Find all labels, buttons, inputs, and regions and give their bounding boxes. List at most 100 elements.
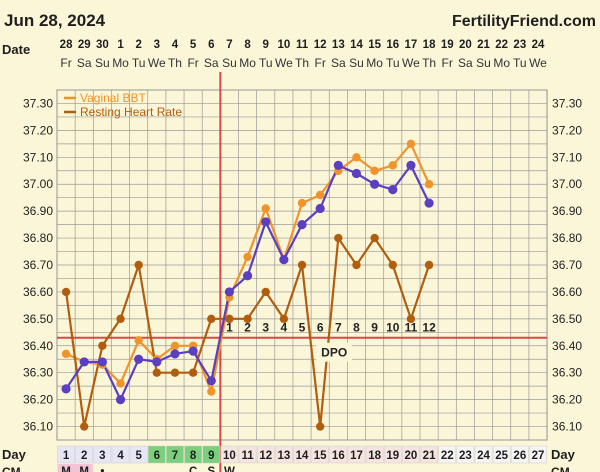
y-tick-label-right: 36.60 — [552, 285, 582, 299]
date-label: 28 — [60, 39, 73, 51]
day-number: 5 — [135, 450, 142, 462]
y-tick-label-left: 36.70 — [23, 258, 53, 272]
dpo-label: 8 — [353, 321, 360, 335]
dpo-box — [316, 342, 353, 362]
y-tick-label-right: 36.10 — [552, 420, 582, 434]
day-cell — [129, 445, 148, 464]
weekday-label: Tu — [132, 56, 146, 70]
day-cell — [93, 445, 112, 464]
data-point-resting-heart-rate — [297, 260, 307, 270]
dpo-label: 3 — [262, 321, 269, 335]
day-number: 10 — [223, 450, 236, 462]
data-point-resting-heart-rate — [334, 233, 343, 243]
y-tick-label-right: 36.30 — [552, 366, 582, 380]
weekday-label: Su — [95, 56, 110, 70]
data-point-resting-heart-rate — [370, 233, 379, 243]
day-cell — [148, 445, 166, 464]
date-label: 13 — [332, 39, 345, 51]
data-point-vaginal-bbt — [170, 341, 180, 350]
weekday-label: We — [275, 56, 293, 70]
data-point-resting-heart-rate — [261, 287, 270, 297]
weekday-label: Su — [349, 56, 364, 70]
day-number: 20 — [405, 450, 418, 462]
date-label: 12 — [314, 39, 327, 51]
weekday-label: Tu — [386, 56, 400, 70]
legend-label: Vaginal BBT — [80, 91, 146, 105]
weekday-label: Mo — [493, 56, 510, 70]
data-point-overlay — [370, 179, 380, 189]
day-cell — [329, 445, 348, 464]
y-tick-label-right: 36.20 — [552, 393, 582, 407]
day-number: 11 — [241, 450, 254, 462]
date-label: 14 — [350, 39, 363, 51]
day-number: 22 — [441, 450, 454, 462]
data-point-overlay — [388, 185, 398, 195]
y-tick-label-right: 37.10 — [552, 150, 582, 164]
y-tick-label-right: 37.20 — [552, 123, 582, 137]
date-label: 11 — [296, 39, 309, 51]
data-point-overlay — [351, 168, 362, 179]
y-tick-label-left: 36.40 — [23, 339, 53, 353]
day-number: 15 — [314, 450, 327, 462]
day-cell — [75, 445, 94, 464]
data-point-resting-heart-rate — [152, 368, 162, 377]
y-tick-label-left: 36.10 — [23, 420, 53, 434]
y-tick-label-left: 36.60 — [23, 285, 53, 299]
data-point-resting-heart-rate — [207, 314, 216, 324]
dpo-label: 9 — [371, 321, 378, 335]
weekday-label: Fr — [315, 56, 326, 70]
data-point-resting-heart-rate — [243, 314, 252, 324]
y-tick-label-right: 36.70 — [552, 258, 582, 272]
day-number: 19 — [386, 450, 399, 462]
day-number: 24 — [477, 450, 490, 462]
dpo-label: 12 — [422, 321, 436, 335]
weekday-label: Sa — [204, 56, 219, 70]
chart-date: Jun 28, 2024 — [4, 11, 106, 30]
y-tick-label-left: 36.90 — [23, 204, 53, 218]
date-label: 5 — [190, 39, 197, 51]
date-label: 29 — [78, 39, 91, 51]
date-label: 7 — [226, 39, 232, 51]
date-label: 3 — [154, 39, 160, 51]
data-point-vaginal-bbt — [261, 204, 270, 213]
data-point-resting-heart-rate — [279, 314, 289, 324]
weekday-label: Sa — [458, 56, 473, 70]
date-row-label: Date — [2, 42, 30, 57]
y-tick-label-left: 37.20 — [23, 123, 53, 137]
date-label: 10 — [277, 39, 290, 51]
dpo-label: 1 — [226, 321, 233, 335]
date-label: 30 — [96, 39, 109, 51]
dpo-label: 5 — [299, 321, 306, 335]
day-cell — [474, 445, 493, 464]
data-point-overlay — [279, 255, 289, 265]
y-tick-label-left: 37.00 — [23, 177, 53, 191]
data-point-resting-heart-rate — [170, 368, 180, 377]
data-point-vaginal-bbt — [352, 153, 361, 162]
data-point-resting-heart-rate — [134, 260, 143, 270]
day-number: 16 — [332, 450, 345, 462]
date-label: 17 — [405, 39, 418, 51]
cm-entry: C — [189, 466, 197, 472]
site-name: FertilityFriend.com — [452, 13, 596, 30]
dpo-label: 11 — [405, 321, 418, 335]
legend-label: Resting Heart Rate — [80, 105, 182, 119]
weekday-label: Sa — [331, 56, 346, 70]
y-tick-label-left: 36.50 — [23, 312, 53, 326]
day-cell — [529, 445, 547, 464]
weekday-label: Fr — [442, 56, 453, 70]
day-cell — [383, 445, 402, 464]
day-number: 25 — [495, 450, 508, 462]
day-number: 12 — [259, 450, 272, 462]
weekday-label: Mo — [112, 56, 129, 70]
data-point-resting-heart-rate — [406, 314, 416, 324]
day-row-label: Day — [2, 447, 27, 462]
weekday-label: Su — [476, 56, 491, 70]
data-point-vaginal-bbt — [424, 180, 434, 189]
cm-row-label-right: CM — [551, 465, 570, 472]
data-point-resting-heart-rate — [80, 422, 89, 431]
date-label: 6 — [208, 39, 214, 51]
data-point-vaginal-bbt — [243, 252, 252, 262]
y-tick-label-left: 37.10 — [23, 150, 53, 164]
day-cell — [256, 445, 275, 464]
